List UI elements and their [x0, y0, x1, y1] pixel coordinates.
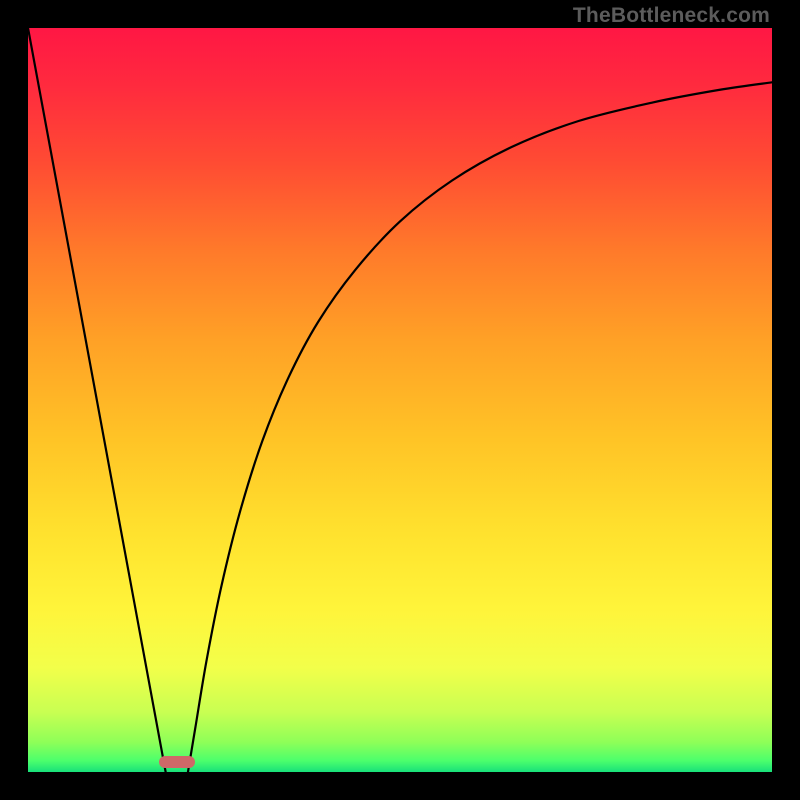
- plot-area: [28, 28, 772, 772]
- watermark-label: TheBottleneck.com: [573, 4, 770, 28]
- optimal-marker: [159, 756, 195, 768]
- bottleneck-curve: [28, 28, 772, 772]
- chart-frame: TheBottleneck.com: [0, 0, 800, 800]
